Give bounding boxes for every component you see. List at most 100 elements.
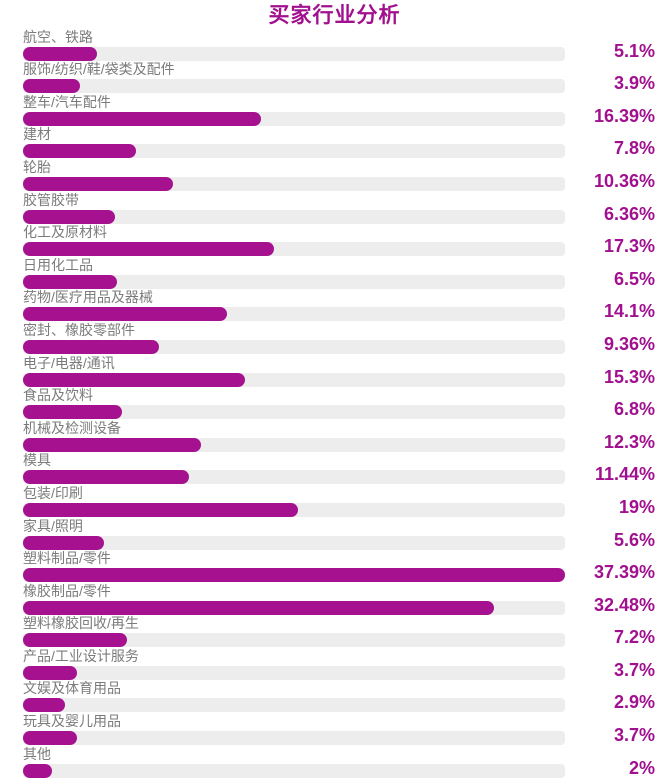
bar-track (23, 46, 565, 61)
industry-row: 文娱及体育用品 2.9% (0, 680, 669, 713)
percent-value: 5.1% (613, 40, 655, 61)
bar-track (23, 176, 565, 191)
industry-row-main: 航空、铁路 (23, 29, 565, 61)
bar-track (23, 633, 565, 648)
industry-label: 密封、橡胶零部件 (23, 321, 135, 338)
industry-label: 模具 (23, 452, 51, 469)
industry-label: 建材 (23, 126, 51, 143)
industry-label: 其他 (23, 745, 51, 762)
percent-value: 3.7% (613, 725, 655, 746)
industry-row-main: 其他 (23, 746, 565, 778)
percent-value: 2.9% (613, 692, 655, 713)
industry-label: 塑料橡胶回收/再生 (23, 615, 139, 632)
bar-track (23, 307, 565, 322)
bar-fill (23, 665, 77, 680)
industry-row: 模具 11.44% (0, 452, 669, 485)
percent-value: 16.39% (593, 105, 655, 126)
percent-value: 5.6% (613, 529, 655, 550)
industry-row-main: 玩具及婴儿用品 (23, 713, 565, 746)
bar-fill (23, 372, 245, 387)
industry-row: 包装/印刷 19% (0, 484, 669, 517)
bar-fill (23, 209, 116, 224)
percent-value: 15.3% (603, 366, 655, 387)
industry-row: 产品/工业设计服务 3.7% (0, 647, 669, 680)
percent-value: 17.3% (603, 236, 655, 257)
bar-track (23, 698, 565, 713)
bar-track (23, 535, 565, 550)
industry-row: 家具/照明 5.6% (0, 517, 669, 550)
industry-row-main: 密封、橡胶零部件 (23, 322, 565, 354)
bar-track (23, 470, 565, 485)
industry-label: 航空、铁路 (23, 28, 93, 45)
bar-track (23, 111, 565, 126)
percent-value: 32.48% (593, 594, 655, 615)
bar-chart: 航空、铁路 5.1% 服饰/纺织/鞋/袋类及配件 3.9% 整车/汽车配件 16… (0, 28, 669, 778)
bar-fill (23, 144, 137, 159)
bar-track (23, 600, 565, 615)
industry-row: 药物/医疗用品及器械 14.1% (0, 289, 669, 322)
industry-row: 电子/电器/通讯 15.3% (0, 354, 669, 387)
percent-value: 14.1% (603, 301, 655, 322)
industry-label: 塑料制品/零件 (23, 550, 111, 567)
bar-track (23, 502, 565, 517)
percent-value: 12.3% (603, 431, 655, 452)
percent-value: 9.36% (603, 333, 655, 354)
industry-label: 胶管胶带 (23, 191, 79, 208)
industry-row-main: 药物/医疗用品及器械 (23, 289, 565, 322)
percent-value: 11.44% (594, 464, 655, 485)
bar-fill (23, 698, 66, 713)
industry-row-main: 胶管胶带 (23, 192, 565, 224)
bar-fill (23, 46, 97, 61)
bar-fill (23, 176, 174, 191)
industry-label: 文娱及体育用品 (23, 680, 121, 697)
percent-value: 19% (618, 496, 655, 517)
bar-track (23, 209, 565, 224)
percent-value: 7.8% (613, 138, 655, 159)
industry-label: 药物/医疗用品及器械 (23, 289, 153, 306)
chart-title: 买家行业分析 (268, 4, 401, 27)
industry-row-main: 橡胶制品/零件 (23, 583, 565, 615)
industry-row-main: 文娱及体育用品 (23, 680, 565, 713)
industry-label: 轮胎 (23, 158, 51, 175)
industry-row: 日用化工品 6.5% (0, 256, 669, 289)
bar-track (23, 763, 565, 778)
industry-row: 密封、橡胶零部件 9.36% (0, 321, 669, 354)
percent-value: 37.39% (593, 562, 655, 583)
bar-fill (23, 274, 118, 289)
bar-fill (23, 470, 189, 485)
industry-row-main: 塑料制品/零件 (23, 550, 565, 583)
percent-value: 3.7% (613, 659, 655, 680)
industry-row: 其他 2% (0, 745, 669, 778)
industry-row-main: 化工及原材料 (23, 224, 565, 257)
bar-fill (23, 307, 228, 322)
industry-row-main: 机械及检测设备 (23, 420, 565, 452)
bar-track (23, 437, 565, 452)
bar-fill (23, 535, 105, 550)
bar-track (23, 79, 565, 94)
industry-label: 服饰/纺织/鞋/袋类及配件 (23, 61, 175, 78)
bar-track (23, 372, 565, 387)
industry-row-main: 建材 (23, 126, 565, 159)
percent-value: 7.2% (613, 627, 655, 648)
bar-fill (23, 633, 128, 648)
industry-label: 整车/汽车配件 (23, 93, 111, 110)
industry-label: 产品/工业设计服务 (23, 647, 139, 664)
percent-value: 10.36% (593, 170, 655, 191)
industry-label: 橡胶制品/零件 (23, 582, 111, 599)
industry-row-main: 服饰/纺织/鞋/袋类及配件 (23, 61, 565, 94)
industry-label: 家具/照明 (23, 517, 83, 534)
bar-fill (23, 242, 274, 257)
industry-row: 塑料橡胶回收/再生 7.2% (0, 615, 669, 648)
bar-fill (23, 79, 80, 94)
industry-label: 包装/印刷 (23, 484, 83, 501)
industry-row: 整车/汽车配件 16.39% (0, 93, 669, 126)
bar-fill (23, 502, 299, 517)
industry-label: 日用化工品 (23, 256, 93, 273)
industry-label: 化工及原材料 (23, 224, 107, 241)
bar-fill (23, 568, 565, 583)
industry-row: 轮胎 10.36% (0, 158, 669, 191)
industry-row-main: 产品/工业设计服务 (23, 648, 565, 680)
industry-row: 塑料制品/零件 37.39% (0, 550, 669, 583)
industry-row: 橡胶制品/零件 32.48% (0, 582, 669, 615)
